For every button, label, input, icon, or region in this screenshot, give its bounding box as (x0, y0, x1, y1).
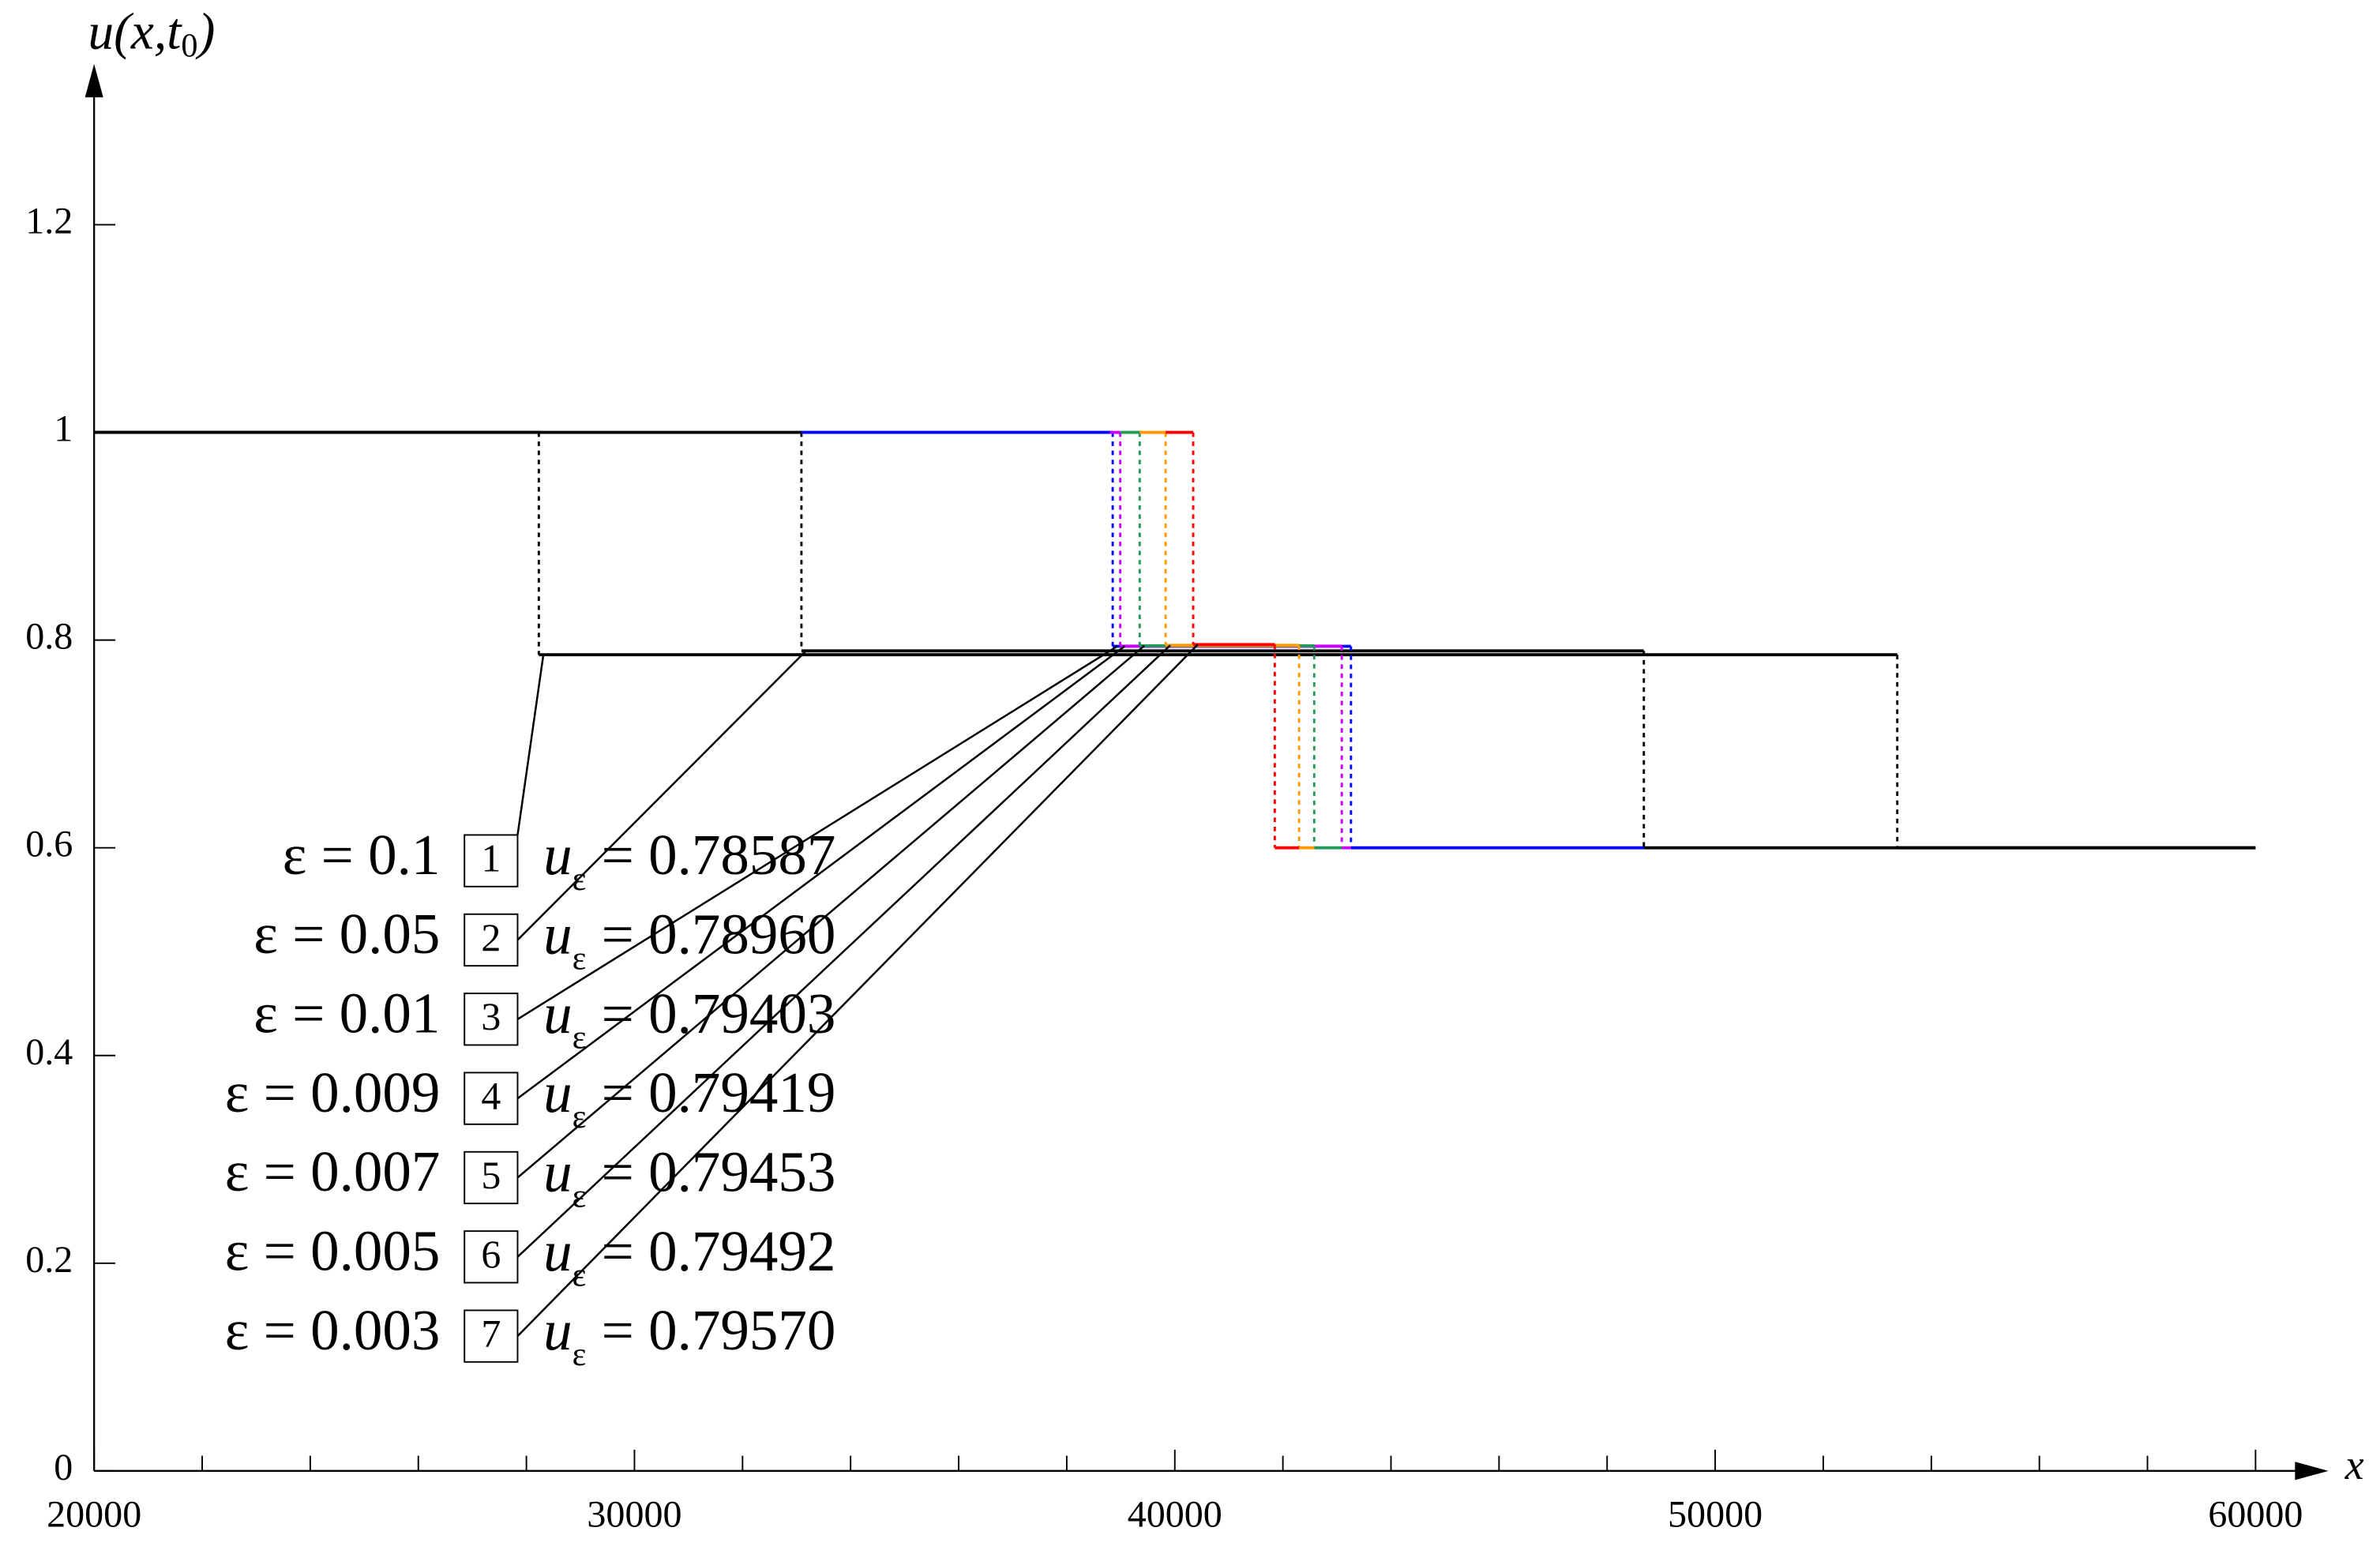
legend-u-value: = 0.78960 (602, 902, 836, 966)
leader-line (516, 644, 1145, 1179)
legend-u: uε = 0.79570 (543, 1298, 835, 1373)
legend-u-value: = 0.79453 (602, 1139, 836, 1203)
legend-u-sub: ε (572, 1098, 587, 1135)
legend-u-main: u (543, 1060, 572, 1124)
legend-u: uε = 0.79492 (543, 1219, 835, 1294)
leader-line (516, 645, 1118, 1020)
legend-number: 1 (481, 835, 501, 880)
legend-number: 7 (481, 1312, 501, 1356)
x-tick-label: 40000 (1128, 1493, 1222, 1535)
legend-epsilon: ε = 0.01 (253, 981, 440, 1045)
x-tick-label: 60000 (2208, 1493, 2303, 1535)
legend-number: 5 (481, 1153, 501, 1197)
legend-number: 3 (481, 994, 501, 1038)
legend-u-sub: ε (572, 940, 587, 977)
y-label-main: u(x,t (88, 3, 182, 60)
legend-epsilon: ε = 0.007 (225, 1139, 441, 1203)
x-axis-label: x (2344, 1441, 2364, 1488)
legend-u: uε= 0.78587 (543, 823, 835, 898)
legend-u-value: = 0.79403 (602, 981, 836, 1045)
leader-line (516, 650, 807, 941)
legend-u-sub: ε (572, 1256, 587, 1293)
y-label-sub: 0 (181, 27, 197, 64)
legend-u-value: = 0.79570 (602, 1298, 836, 1362)
legend-number: 6 (481, 1232, 501, 1276)
legend-box (464, 1309, 519, 1363)
legend-u-main: u (543, 1139, 572, 1203)
legend-u: uε = 0.78960 (543, 902, 835, 977)
legend-number: 2 (481, 915, 501, 959)
legend-u-sub: ε (572, 1336, 587, 1373)
y-label-end: ) (195, 3, 216, 60)
legend-u-main: u (543, 902, 572, 966)
legend-u: uε = 0.79403 (543, 981, 835, 1056)
legend-box (464, 1150, 519, 1205)
y-axis-arrow (84, 63, 103, 98)
y-axis-label: u(x,t0) (88, 3, 215, 64)
y-tick-label: 0.2 (25, 1239, 73, 1281)
legend-u: uε = 0.79419 (543, 1060, 835, 1135)
legend-box (464, 993, 519, 1046)
legend-u-value: = 0.79419 (602, 1060, 836, 1124)
legend-u-sub: ε (572, 1019, 587, 1056)
y-tick-label: 1 (54, 408, 73, 450)
y-tick-label: 0.4 (25, 1031, 73, 1073)
leader-line (516, 644, 1171, 1258)
legend-number: 4 (481, 1074, 501, 1118)
legend-box (464, 1071, 519, 1125)
x-tick-label: 20000 (47, 1493, 141, 1535)
leader-line (516, 645, 1126, 1100)
legend-u-sub: ε (572, 1177, 587, 1214)
legend-box (464, 1230, 519, 1284)
legend-epsilon: ε = 0.1 (283, 823, 441, 887)
legend-box (464, 834, 519, 888)
legend-u-main: u (543, 823, 572, 887)
y-tick-label: 0.8 (25, 616, 73, 658)
legend-epsilon: ε = 0.003 (225, 1298, 441, 1362)
leader-line (516, 655, 545, 835)
x-tick-label: 30000 (587, 1493, 681, 1535)
x-tick-label: 50000 (1668, 1493, 1762, 1535)
y-tick-label: 0.6 (25, 824, 73, 865)
legend-epsilon: ε = 0.05 (253, 902, 440, 966)
legend-u-value: = 0.79492 (602, 1219, 836, 1283)
legend-epsilon: ε = 0.009 (225, 1060, 441, 1124)
y-tick-label: 0 (54, 1447, 73, 1488)
x-axis-arrow (2295, 1462, 2329, 1481)
legend-epsilon: ε = 0.005 (225, 1219, 441, 1283)
legend-u-main: u (543, 1298, 572, 1362)
leader-line (516, 644, 1199, 1338)
legend-u: uε = 0.79453 (543, 1139, 835, 1214)
legend-box (464, 913, 519, 967)
legend-u-value: = 0.78587 (602, 823, 836, 887)
y-tick-label: 1.2 (25, 201, 73, 242)
legend-u-main: u (543, 981, 572, 1045)
